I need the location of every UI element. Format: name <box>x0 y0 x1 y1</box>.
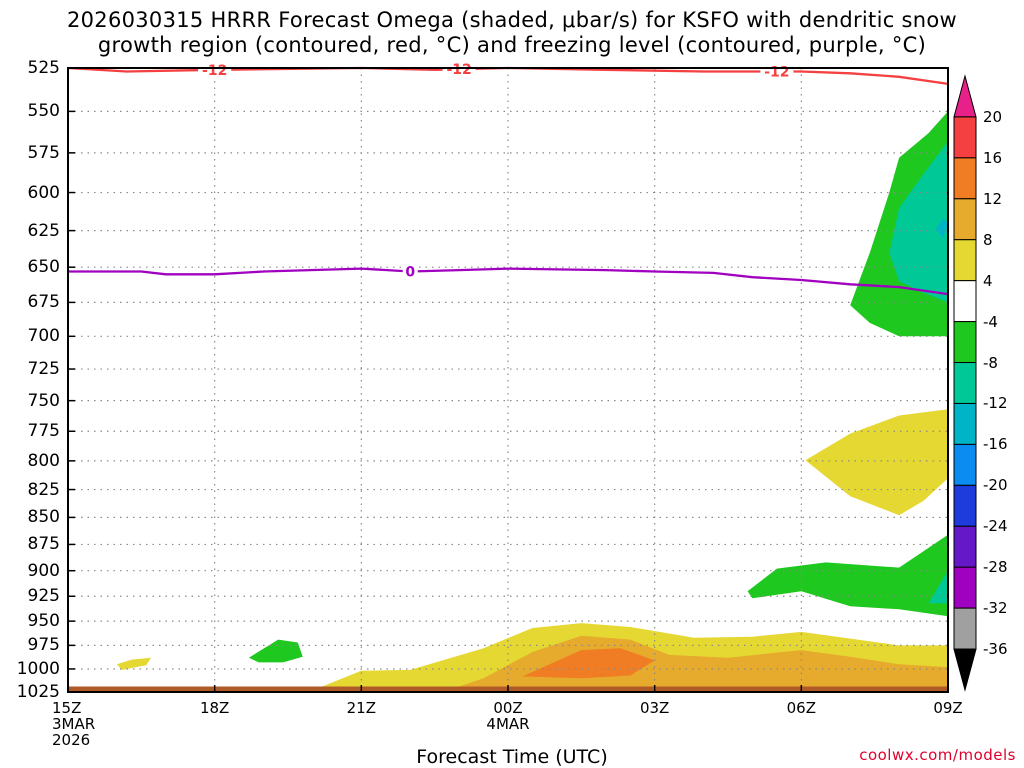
colorbar-segment <box>953 525 977 568</box>
y-tick-label: 825 <box>27 479 60 500</box>
omega-shaded-region-1 <box>248 639 303 663</box>
y-tick-label: 775 <box>27 421 60 442</box>
colorbar-segment <box>953 443 977 486</box>
colorbar-label: 8 <box>983 230 993 249</box>
colorbar-label: 16 <box>983 148 1003 167</box>
colorbar-segment <box>953 116 977 159</box>
colorbar-segment <box>953 198 977 241</box>
omega-shaded-region-4 <box>522 648 655 679</box>
colorbar-label: -8 <box>983 353 998 372</box>
colorbar-segment <box>953 566 977 609</box>
y-tick-label: 800 <box>27 450 60 471</box>
y-tick-label: 750 <box>27 390 60 411</box>
chart-title-line-1: 2026030315 HRRR Forecast Omega (shaded, … <box>66 8 958 32</box>
omega-shaded-region-7 <box>747 534 948 617</box>
y-tick-label: 700 <box>27 326 60 347</box>
colorbar-segment <box>953 402 977 445</box>
colorbar-label: -32 <box>983 599 1008 618</box>
colorbar-segment <box>953 484 977 527</box>
colorbar-label: 4 <box>983 271 993 290</box>
colorbar-label: -20 <box>983 476 1008 495</box>
x-tick-label: 18Z <box>199 699 230 717</box>
colorbar-label: -36 <box>983 640 1008 659</box>
colorbar-bottom-arrow <box>953 648 977 692</box>
contour-label-bg <box>198 62 232 77</box>
colorbar-label: -24 <box>983 517 1008 536</box>
x-axis-title: Forecast Time (UTC) <box>416 746 608 768</box>
y-tick-label: 1025 <box>16 682 60 702</box>
contour-label: -12 <box>446 62 471 78</box>
y-tick-label: 650 <box>27 257 60 278</box>
x-tick-label: 15Z <box>52 699 82 717</box>
omega-shaded-region-11 <box>935 218 948 238</box>
y-tick-label: 725 <box>27 359 60 380</box>
contour-line-1 <box>68 267 949 296</box>
x-tick-label: 00Z <box>493 699 523 717</box>
colorbar-segment <box>953 157 977 200</box>
colorbar-segment <box>953 607 977 650</box>
y-tick-label: 900 <box>27 560 60 581</box>
credit-link[interactable]: coolwx.com/models <box>859 746 1016 764</box>
y-tick-label: 925 <box>27 586 60 607</box>
colorbar-label: -28 <box>983 558 1008 577</box>
y-tick-label: 975 <box>27 635 60 656</box>
y-tick-label: 675 <box>27 292 60 313</box>
contour-label-bg <box>402 264 418 279</box>
omega-shaded-region-10 <box>889 141 948 303</box>
x-tick-label: 06Z <box>786 699 817 717</box>
y-tick-label: 550 <box>27 101 60 122</box>
colorbar-label: 12 <box>983 189 1003 208</box>
y-tick-label: 525 <box>27 58 60 78</box>
colorbar-segment <box>953 239 977 282</box>
contour-label: -12 <box>202 63 227 79</box>
colorbar-label: 20 <box>983 107 1003 126</box>
y-tick-label: 625 <box>27 220 60 241</box>
omega-shaded-region-0 <box>116 657 152 670</box>
colorbar-top-arrow <box>953 74 977 118</box>
omega-shaded-region-8 <box>928 570 948 604</box>
x-tick-label: 09Z <box>933 699 963 717</box>
colorbar-segment <box>953 280 977 323</box>
contour-label: -12 <box>764 65 789 81</box>
y-tick-label: 950 <box>27 611 60 632</box>
contour-label: 0 <box>405 264 415 280</box>
omega-shaded-region-6 <box>806 409 948 516</box>
x-tick-label: 2026 <box>52 731 91 749</box>
y-tick-label: 575 <box>27 142 60 163</box>
colorbar-segment <box>953 321 977 364</box>
x-tick-label: 4MAR <box>486 715 530 733</box>
colorbar-label: -4 <box>983 312 998 331</box>
chart-title-line-2: growth region (contoured, red, °C) and f… <box>97 33 927 57</box>
contour-label-bg <box>442 62 476 77</box>
y-tick-label: 875 <box>27 534 60 555</box>
y-tick-label: 850 <box>27 507 60 528</box>
colorbar-label: -12 <box>983 394 1008 413</box>
x-tick-label: 3MAR <box>52 715 96 733</box>
x-tick-label: 21Z <box>346 699 377 717</box>
y-tick-label: 600 <box>27 182 60 203</box>
y-tick-label: 1000 <box>16 658 60 679</box>
x-tick-label: 03Z <box>639 699 670 717</box>
colorbar-segment <box>953 362 977 404</box>
colorbar-label: -16 <box>983 435 1008 454</box>
